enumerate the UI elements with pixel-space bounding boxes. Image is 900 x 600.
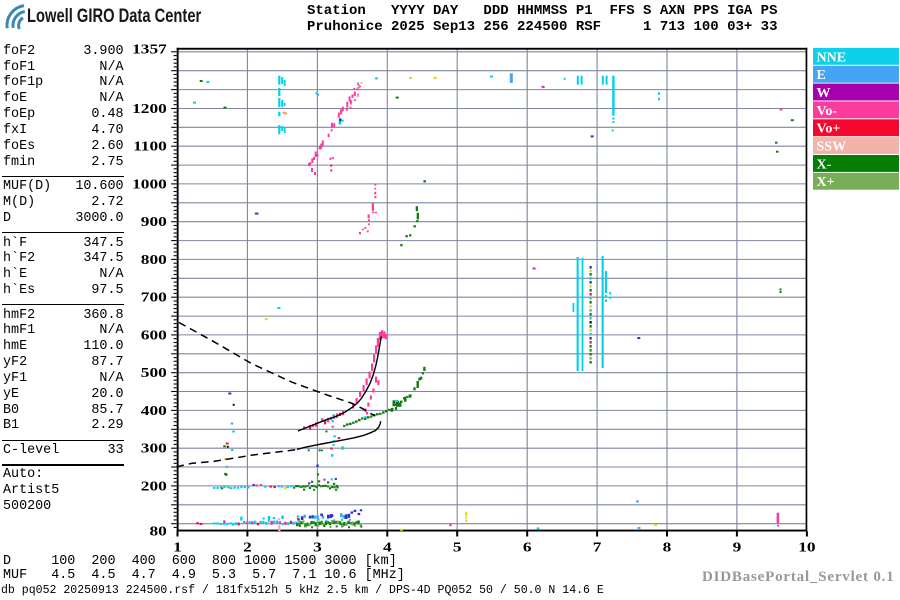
svg-text:2: 2 <box>243 540 252 555</box>
svg-text:3: 3 <box>313 540 322 555</box>
svg-text:E: E <box>817 68 826 83</box>
svg-text:1: 1 <box>173 540 182 555</box>
svg-text:500: 500 <box>141 366 167 381</box>
svg-text:600: 600 <box>141 328 167 343</box>
svg-text:4: 4 <box>383 540 392 555</box>
svg-text:NNE: NNE <box>817 50 847 65</box>
svg-text:5: 5 <box>453 540 462 555</box>
svg-text:1000: 1000 <box>132 177 167 192</box>
svg-text:1100: 1100 <box>133 139 167 154</box>
svg-text:1357: 1357 <box>132 42 167 57</box>
svg-text:700: 700 <box>141 290 167 305</box>
svg-text:1200: 1200 <box>132 102 167 117</box>
svg-text:X+: X+ <box>817 175 835 190</box>
svg-text:6: 6 <box>523 540 532 555</box>
svg-text:10: 10 <box>798 540 816 555</box>
svg-text:300: 300 <box>141 441 167 456</box>
svg-text:Vo+: Vo+ <box>817 122 841 137</box>
svg-text:Vo-: Vo- <box>817 104 838 119</box>
svg-text:7: 7 <box>593 540 602 555</box>
svg-text:9: 9 <box>733 540 742 555</box>
svg-text:800: 800 <box>141 253 167 268</box>
svg-text:80: 80 <box>149 524 167 539</box>
svg-text:8: 8 <box>663 540 672 555</box>
svg-text:900: 900 <box>141 215 167 230</box>
svg-text:400: 400 <box>141 404 167 419</box>
svg-text:W: W <box>817 86 831 101</box>
svg-text:X-: X- <box>817 157 832 172</box>
svg-text:SSW: SSW <box>817 140 847 155</box>
svg-text:200: 200 <box>141 479 167 494</box>
